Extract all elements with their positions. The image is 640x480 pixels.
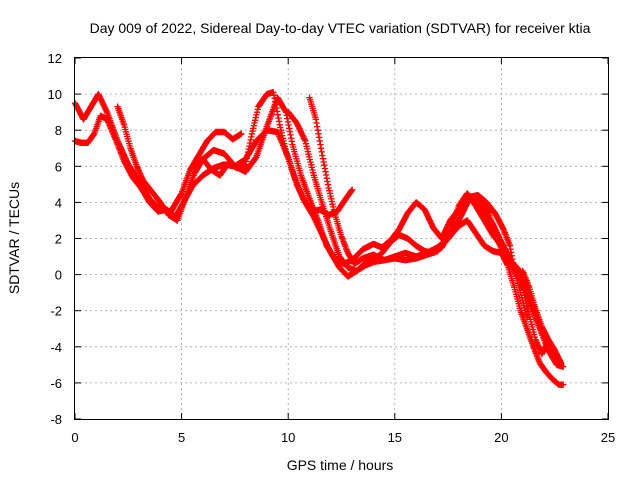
series-track-8 <box>519 267 565 367</box>
x-tick-label: 20 <box>494 430 508 445</box>
x-axis-label: GPS time / hours <box>287 457 394 473</box>
x-tick-label: 5 <box>178 430 185 445</box>
data-layer <box>71 89 567 388</box>
data-markers <box>519 267 565 367</box>
y-tick-label: 0 <box>55 268 62 283</box>
chart-title: Day 009 of 2022, Sidereal Day-to-day VTE… <box>90 20 591 36</box>
y-axis-label: SDTVAR / TECUs <box>6 182 22 294</box>
series-track-7 <box>466 192 531 322</box>
y-tick-label: 12 <box>48 51 62 66</box>
y-tick-label: -4 <box>50 340 62 355</box>
x-tick-label: 15 <box>388 430 402 445</box>
label-layer: 0 5 10 15 20 25 -8 -6 -4 -2 0 2 4 6 8 10 12 <box>48 51 616 445</box>
data-markers <box>466 192 531 322</box>
y-tick-label: 6 <box>55 159 62 174</box>
x-tick-label: 0 <box>71 430 78 445</box>
plot-frame <box>74 57 609 420</box>
y-tick-label: -2 <box>50 304 62 319</box>
y-tick-label: -6 <box>50 376 62 391</box>
series-track-6 <box>306 94 567 370</box>
x-tick-label: 10 <box>281 430 295 445</box>
x-tick-label: 25 <box>601 430 615 445</box>
y-tick-label: 2 <box>55 232 62 247</box>
data-markers <box>306 94 567 370</box>
y-tick-label: -8 <box>50 412 62 427</box>
y-tick-label: 10 <box>48 87 62 102</box>
y-tick-label: 4 <box>55 195 62 210</box>
y-tick-label: 8 <box>55 123 62 138</box>
